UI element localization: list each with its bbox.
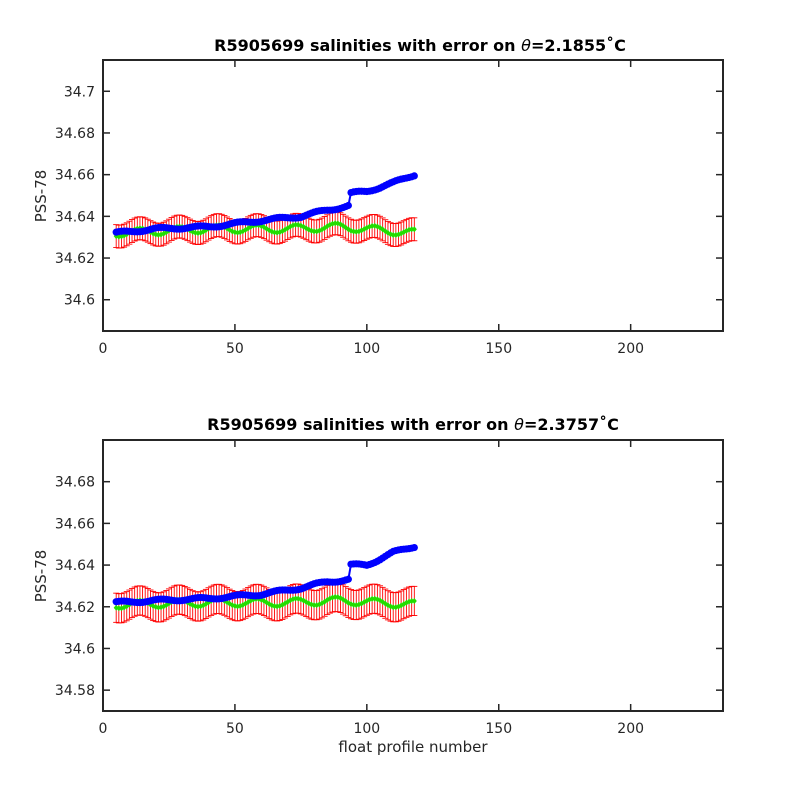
panel-1-x-tick-label: 0: [99, 341, 108, 357]
panel-1: R5905699 salinities with error on θ=2.18…: [32, 36, 724, 357]
panel-1-float-point: [390, 231, 396, 238]
panel-2-float-point: [311, 602, 317, 609]
panel-1-y-tick-label: 34.6: [64, 293, 95, 309]
panel-1-mapped-point: [410, 172, 418, 180]
panel-2-y-tick-label: 34.62: [55, 600, 95, 616]
panel-2-y-tick-label: 34.68: [55, 475, 95, 491]
panel-2-x-tick-label: 150: [485, 721, 512, 737]
panel-2-xlabel: float profile number: [338, 738, 488, 756]
panel-1-y-tick-label: 34.64: [55, 209, 95, 225]
panel-1-float-point: [311, 228, 317, 235]
panel-2-float-point: [390, 604, 396, 611]
panel-2-x-tick-label: 200: [617, 721, 644, 737]
panel-2-y-tick-labels: 34.58 34.6 34.62 34.64 34.66 34.68: [55, 475, 723, 699]
panel-1-x-tick-label: 100: [353, 341, 380, 357]
panel-1-y-tick-label: 34.7: [64, 84, 95, 100]
panel-1-y-tick-labels: 34.6 34.62 34.64 34.66 34.68 34.7: [55, 84, 723, 309]
panel-2-ylabel: PSS-78: [32, 550, 50, 603]
panel-2-float-point: [409, 597, 415, 604]
panel-1-float-point: [411, 226, 417, 233]
panel-1-title: R5905699 salinities with error on θ=2.18…: [214, 36, 626, 55]
panel-1-x-tick-label: 200: [617, 341, 644, 357]
panel-2-float-point: [116, 605, 122, 612]
panel-1-axes-box: [102, 59, 724, 332]
panel-1-plot-marks: [112, 172, 418, 249]
panel-2-float-point: [293, 595, 299, 602]
panel-2: R5905699 salinities with error on θ=2.37…: [32, 415, 724, 756]
panel-2-float-point: [411, 597, 417, 604]
panel-2-float-point: [351, 601, 357, 608]
panel-2-x-tick-labels: 0 50 100 150 200: [99, 440, 644, 737]
panel-2-x-tick-label: 100: [353, 721, 380, 737]
panel-1-y-tick-label: 34.66: [55, 168, 95, 184]
panel-2-y-tick-label: 34.58: [55, 683, 95, 699]
panel-1-x-tick-label: 50: [226, 341, 244, 357]
panel-1-float-point: [369, 222, 375, 229]
panel-1-float-point: [409, 226, 415, 233]
panel-2-plot-marks: [112, 543, 418, 624]
panel-2-y-tick-label: 34.66: [55, 516, 95, 532]
panel-1-ylabel: PSS-78: [32, 170, 50, 223]
panel-1-float-point: [293, 221, 299, 228]
panel-2-mapped-point: [344, 575, 352, 583]
panel-1-y-tick-label: 34.68: [55, 126, 95, 142]
panel-1-x-tick-labels: 0 50 100 150 200: [99, 60, 644, 357]
panel-2-x-tick-label: 50: [226, 721, 244, 737]
panel-2-y-tick-label: 34.64: [55, 558, 95, 574]
panel-2-float-point: [369, 595, 375, 602]
panel-2-title: R5905699 salinities with error on θ=2.37…: [207, 415, 619, 434]
panel-2-axes-box: [102, 439, 724, 712]
panel-2-mapped-point: [410, 543, 418, 552]
panel-1-x-tick-label: 150: [485, 341, 512, 357]
panel-1-mapped-point: [344, 201, 352, 210]
panel-2-x-tick-label: 0: [99, 721, 108, 737]
panel-1-y-tick-label: 34.62: [55, 251, 95, 267]
panel-2-y-tick-label: 34.6: [64, 641, 95, 657]
